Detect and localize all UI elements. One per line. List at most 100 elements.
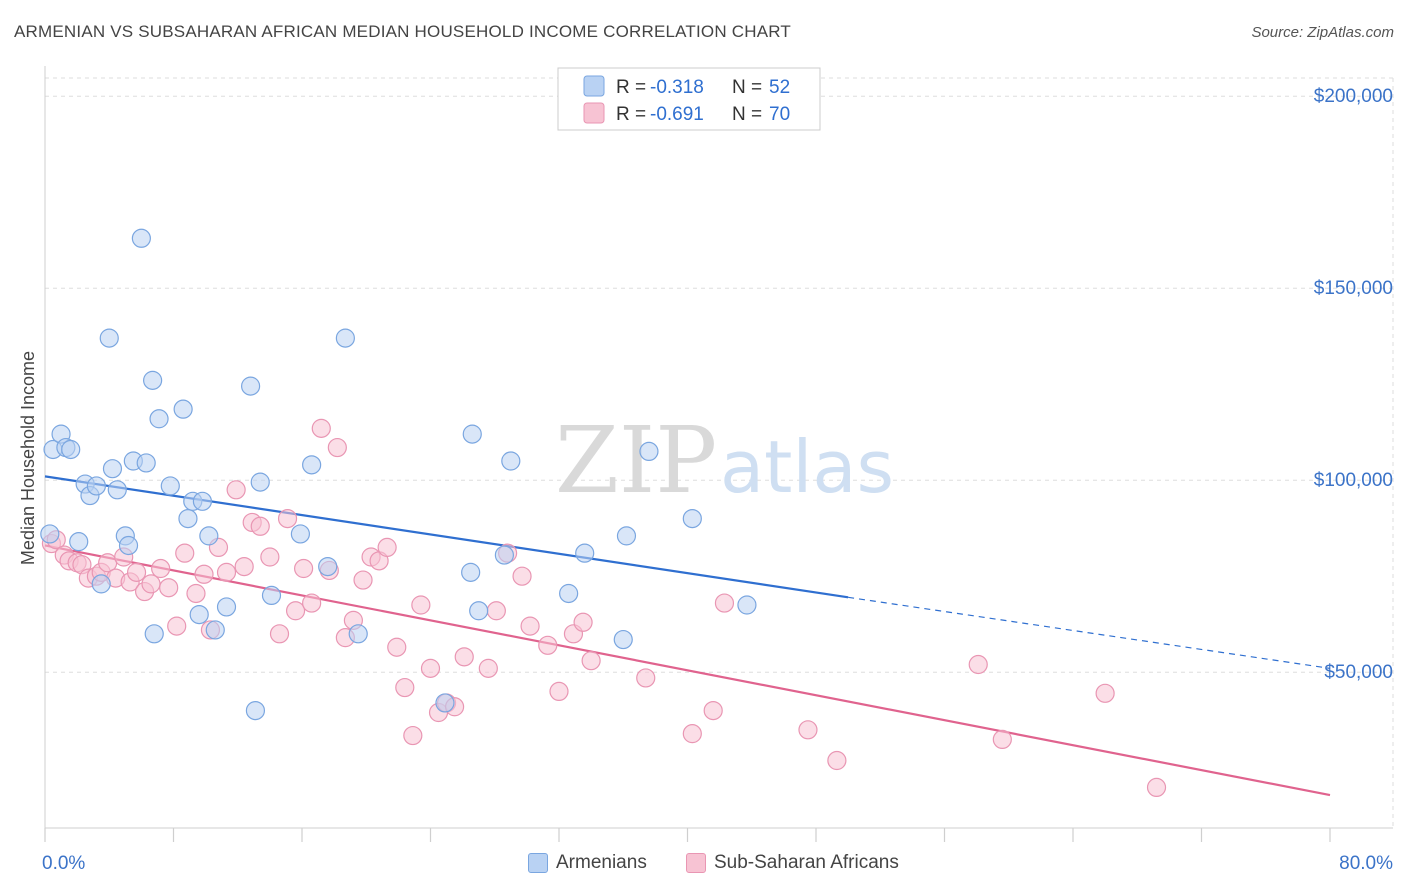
subsaharan-point-24 [216, 562, 237, 582]
armenian-point-31 [250, 472, 270, 492]
subsaharan-point-29 [260, 547, 280, 567]
armenian-point-19 [149, 409, 169, 429]
armenian-point-21 [173, 399, 193, 419]
subsaharan-point-25 [226, 480, 246, 500]
subsaharan-point-18 [167, 616, 187, 636]
subsaharan-point-15 [141, 574, 161, 594]
subsaharan-point-65 [703, 700, 723, 721]
legend-n-label-2: N = [732, 104, 762, 125]
armenian-point-29 [241, 376, 261, 396]
legend-n-label-1: N = [732, 77, 762, 98]
legend-item-armenians[interactable]: Armenians [528, 852, 647, 874]
subsaharan-point-61 [573, 612, 593, 632]
subsaharan-point-20 [186, 583, 206, 604]
legend-r-value-1: -0.318 [650, 77, 704, 98]
subsaharan-point-13 [126, 562, 147, 582]
subsaharan-point-59 [549, 681, 569, 702]
series-legend: Armenians Sub-Saharan Africans [0, 850, 1406, 880]
x-tick-label-start: 0.0% [42, 853, 85, 874]
armenian-point-33 [290, 524, 310, 544]
subsaharan-point-57 [520, 616, 540, 636]
grid-lines [45, 77, 1394, 828]
armenian-point-28 [216, 597, 237, 617]
armenian-trend-line [44, 475, 849, 599]
armenian-point-51 [737, 595, 757, 615]
subsaharan-point-43 [377, 537, 397, 558]
source-label: Source: ZipAtlas.com [1251, 24, 1394, 41]
armenian-point-18 [143, 370, 163, 390]
axes [44, 66, 1393, 842]
subsaharan-point-62 [581, 651, 601, 671]
y-axis-label: Median Household Income [18, 351, 38, 565]
subsaharan-point-34 [302, 593, 322, 613]
subsaharan-trend-line [44, 544, 1331, 797]
armenian-point-41 [461, 562, 481, 582]
armenian-point-38 [99, 328, 119, 348]
chart-title: ARMENIAN VS SUBSAHARAN AFRICAN MEDIAN HO… [14, 22, 791, 41]
armenian-point-48 [613, 629, 633, 650]
watermark-atlas: atlas [720, 425, 894, 509]
legend-item-subsaharan[interactable]: Sub-Saharan Africans [686, 852, 899, 874]
armenian-point-30 [245, 700, 266, 721]
subsaharan-point-44 [387, 637, 407, 657]
correlation-legend: R = -0.318 N = 52 R = -0.691 N = 70 [557, 67, 821, 131]
legend-r-value-2: -0.691 [650, 104, 704, 125]
subsaharan-point-64 [682, 724, 702, 744]
subsaharan-point-32 [285, 601, 306, 621]
armenian-point-26 [189, 604, 209, 625]
legend-label-subsaharan: Sub-Saharan Africans [714, 852, 899, 873]
subsaharan-point-52 [454, 647, 474, 667]
armenian-point-42 [469, 601, 489, 621]
armenian-point-39 [435, 693, 455, 713]
armenian-point-35 [318, 556, 338, 577]
subsaharan-point-58 [538, 635, 558, 655]
armenian-point-22 [178, 508, 198, 529]
armenian-point-20 [160, 476, 180, 496]
subsaharan-point-47 [411, 595, 431, 615]
watermark: ZIP atlas [555, 407, 894, 514]
subsaharan-point-56 [512, 566, 532, 586]
subsaharan-point-40 [353, 570, 373, 590]
armenian-point-16 [136, 453, 156, 473]
subsaharan-point-69 [968, 654, 988, 675]
legend-label-armenians: Armenians [556, 852, 647, 873]
armenian-point-17 [144, 624, 164, 644]
subsaharan-point-33 [294, 558, 314, 579]
subsaharan-point-30 [269, 624, 290, 644]
subsaharan-point-17 [159, 578, 179, 598]
armenian-point-0 [40, 524, 60, 544]
subsaharan-point-48 [420, 658, 441, 678]
subsaharan-point-16 [151, 558, 171, 579]
armenian-point-25 [199, 526, 219, 546]
armenian-point-24 [192, 491, 213, 511]
subsaharan-point-53 [478, 658, 498, 678]
legend-n-value-2: 70 [769, 104, 790, 125]
subsaharan-point-46 [403, 725, 423, 746]
armenian-point-40 [462, 424, 482, 444]
armenian-point-4 [61, 439, 81, 460]
subsaharan-point-19 [175, 543, 195, 563]
armenian-point-15 [131, 228, 151, 248]
subsaharan-point-72 [1146, 777, 1167, 798]
legend-n-value-1: 52 [769, 77, 790, 98]
legend-swatch-icon [528, 853, 548, 873]
subsaharan-point-35 [311, 418, 331, 438]
armenian-point-27 [205, 620, 225, 640]
armenian-point-36 [335, 328, 355, 348]
armenian-point-37 [348, 624, 368, 644]
trend-lines [44, 475, 1331, 797]
subsaharan-point-54 [486, 601, 506, 621]
y-tick-label-0: $50,000 [1324, 662, 1393, 683]
subsaharan-point-26 [234, 556, 254, 577]
legend-swatch-armenians [583, 75, 605, 97]
subsaharan-point-28 [250, 516, 270, 536]
subsaharan-point-68 [827, 750, 847, 771]
subsaharan-point-67 [798, 720, 818, 740]
armenian-point-47 [616, 526, 637, 546]
x-tick-label-end: 80.0% [1339, 853, 1393, 874]
subsaharan-point-31 [277, 508, 298, 529]
subsaharan-point-45 [395, 677, 415, 698]
subsaharan-point-66 [714, 593, 735, 613]
armenian-point-45 [559, 583, 579, 604]
